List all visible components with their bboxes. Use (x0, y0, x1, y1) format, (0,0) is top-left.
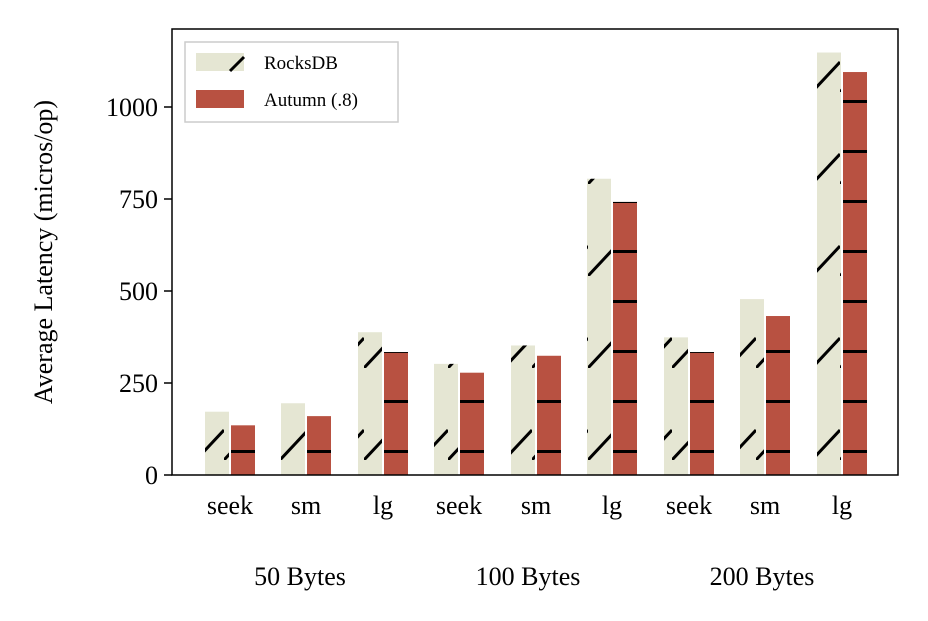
bar-rocksdb-1 (281, 403, 305, 475)
legend-swatch (196, 90, 244, 108)
bar-hatch (843, 72, 867, 475)
legend-entry: Autumn (.8) (196, 90, 358, 111)
bar-rocksdb-6 (664, 337, 688, 475)
bar-hatch (690, 352, 714, 475)
bars-layer (205, 52, 867, 475)
y-tick-label: 500 (119, 277, 158, 306)
bar-autumn-8--8 (843, 72, 867, 475)
legend-label: RocksDB (264, 53, 338, 74)
bar-autumn-8--5 (613, 201, 637, 475)
x-group-label: 100 Bytes (476, 562, 581, 591)
bar-hatch (817, 52, 841, 475)
x-category-label: seek (436, 491, 482, 520)
x-group-label: 200 Bytes (710, 562, 815, 591)
bar-hatch (231, 425, 255, 475)
bar-autumn-8--7 (766, 316, 790, 475)
bar-hatch (740, 299, 764, 475)
bar-hatch (205, 411, 229, 475)
bar-rocksdb-8 (817, 52, 841, 475)
y-axis-label: Average Latency (micros/op) (29, 100, 58, 404)
bar-autumn-8--4 (537, 355, 561, 475)
x-category-label: sm (750, 491, 780, 520)
bar-hatch (384, 352, 408, 475)
bar-hatch (766, 316, 790, 475)
bar-autumn-8--1 (307, 416, 331, 475)
plot-frame (171, 28, 899, 476)
legend: RocksDB Autumn (.8) (184, 41, 399, 123)
bar-rocksdb-0 (205, 411, 229, 475)
bar-hatch (511, 345, 535, 475)
bar-hatch (281, 403, 305, 475)
y-axis: 0 250 500 750 1000 (106, 93, 172, 490)
legend-swatch (196, 53, 244, 71)
x-category-label: seek (207, 491, 253, 520)
bar-hatch (613, 201, 637, 475)
y-tick-label: 1000 (106, 93, 158, 122)
bar-hatch (434, 363, 458, 475)
y-tick-label: 250 (119, 369, 158, 398)
bar-hatch (460, 372, 484, 475)
x-category-label: lg (832, 491, 852, 520)
bar-rocksdb-2 (358, 332, 382, 475)
bar-hatch (307, 416, 331, 475)
bar-hatch (358, 332, 382, 475)
x-group-label: 50 Bytes (254, 562, 346, 591)
bar-rocksdb-4 (511, 345, 535, 475)
bar-hatch (587, 178, 611, 475)
x-category-label: seek (666, 491, 712, 520)
bar-autumn-8--0 (231, 425, 255, 475)
bar-rocksdb-3 (434, 363, 458, 475)
bar-hatch (537, 355, 561, 475)
y-tick-label: 0 (145, 461, 158, 490)
y-tick-label: 750 (119, 185, 158, 214)
legend-entry: RocksDB (196, 53, 338, 74)
legend-label: Autumn (.8) (264, 90, 358, 111)
legend-hatch (228, 55, 246, 73)
bar-autumn-8--3 (460, 372, 484, 475)
x-category-label: lg (602, 491, 622, 520)
bar-hatch (664, 337, 688, 475)
x-category-label: lg (373, 491, 393, 520)
bar-autumn-8--2 (384, 352, 408, 475)
bar-rocksdb-7 (740, 299, 764, 475)
x-axis: seek sm lg seek sm lg seek sm lg 50 Bytes 100 Byte… (207, 491, 852, 591)
bar-rocksdb-5 (587, 178, 611, 475)
x-category-label: sm (291, 491, 321, 520)
x-category-label: sm (521, 491, 551, 520)
bar-autumn-8--6 (690, 352, 714, 475)
